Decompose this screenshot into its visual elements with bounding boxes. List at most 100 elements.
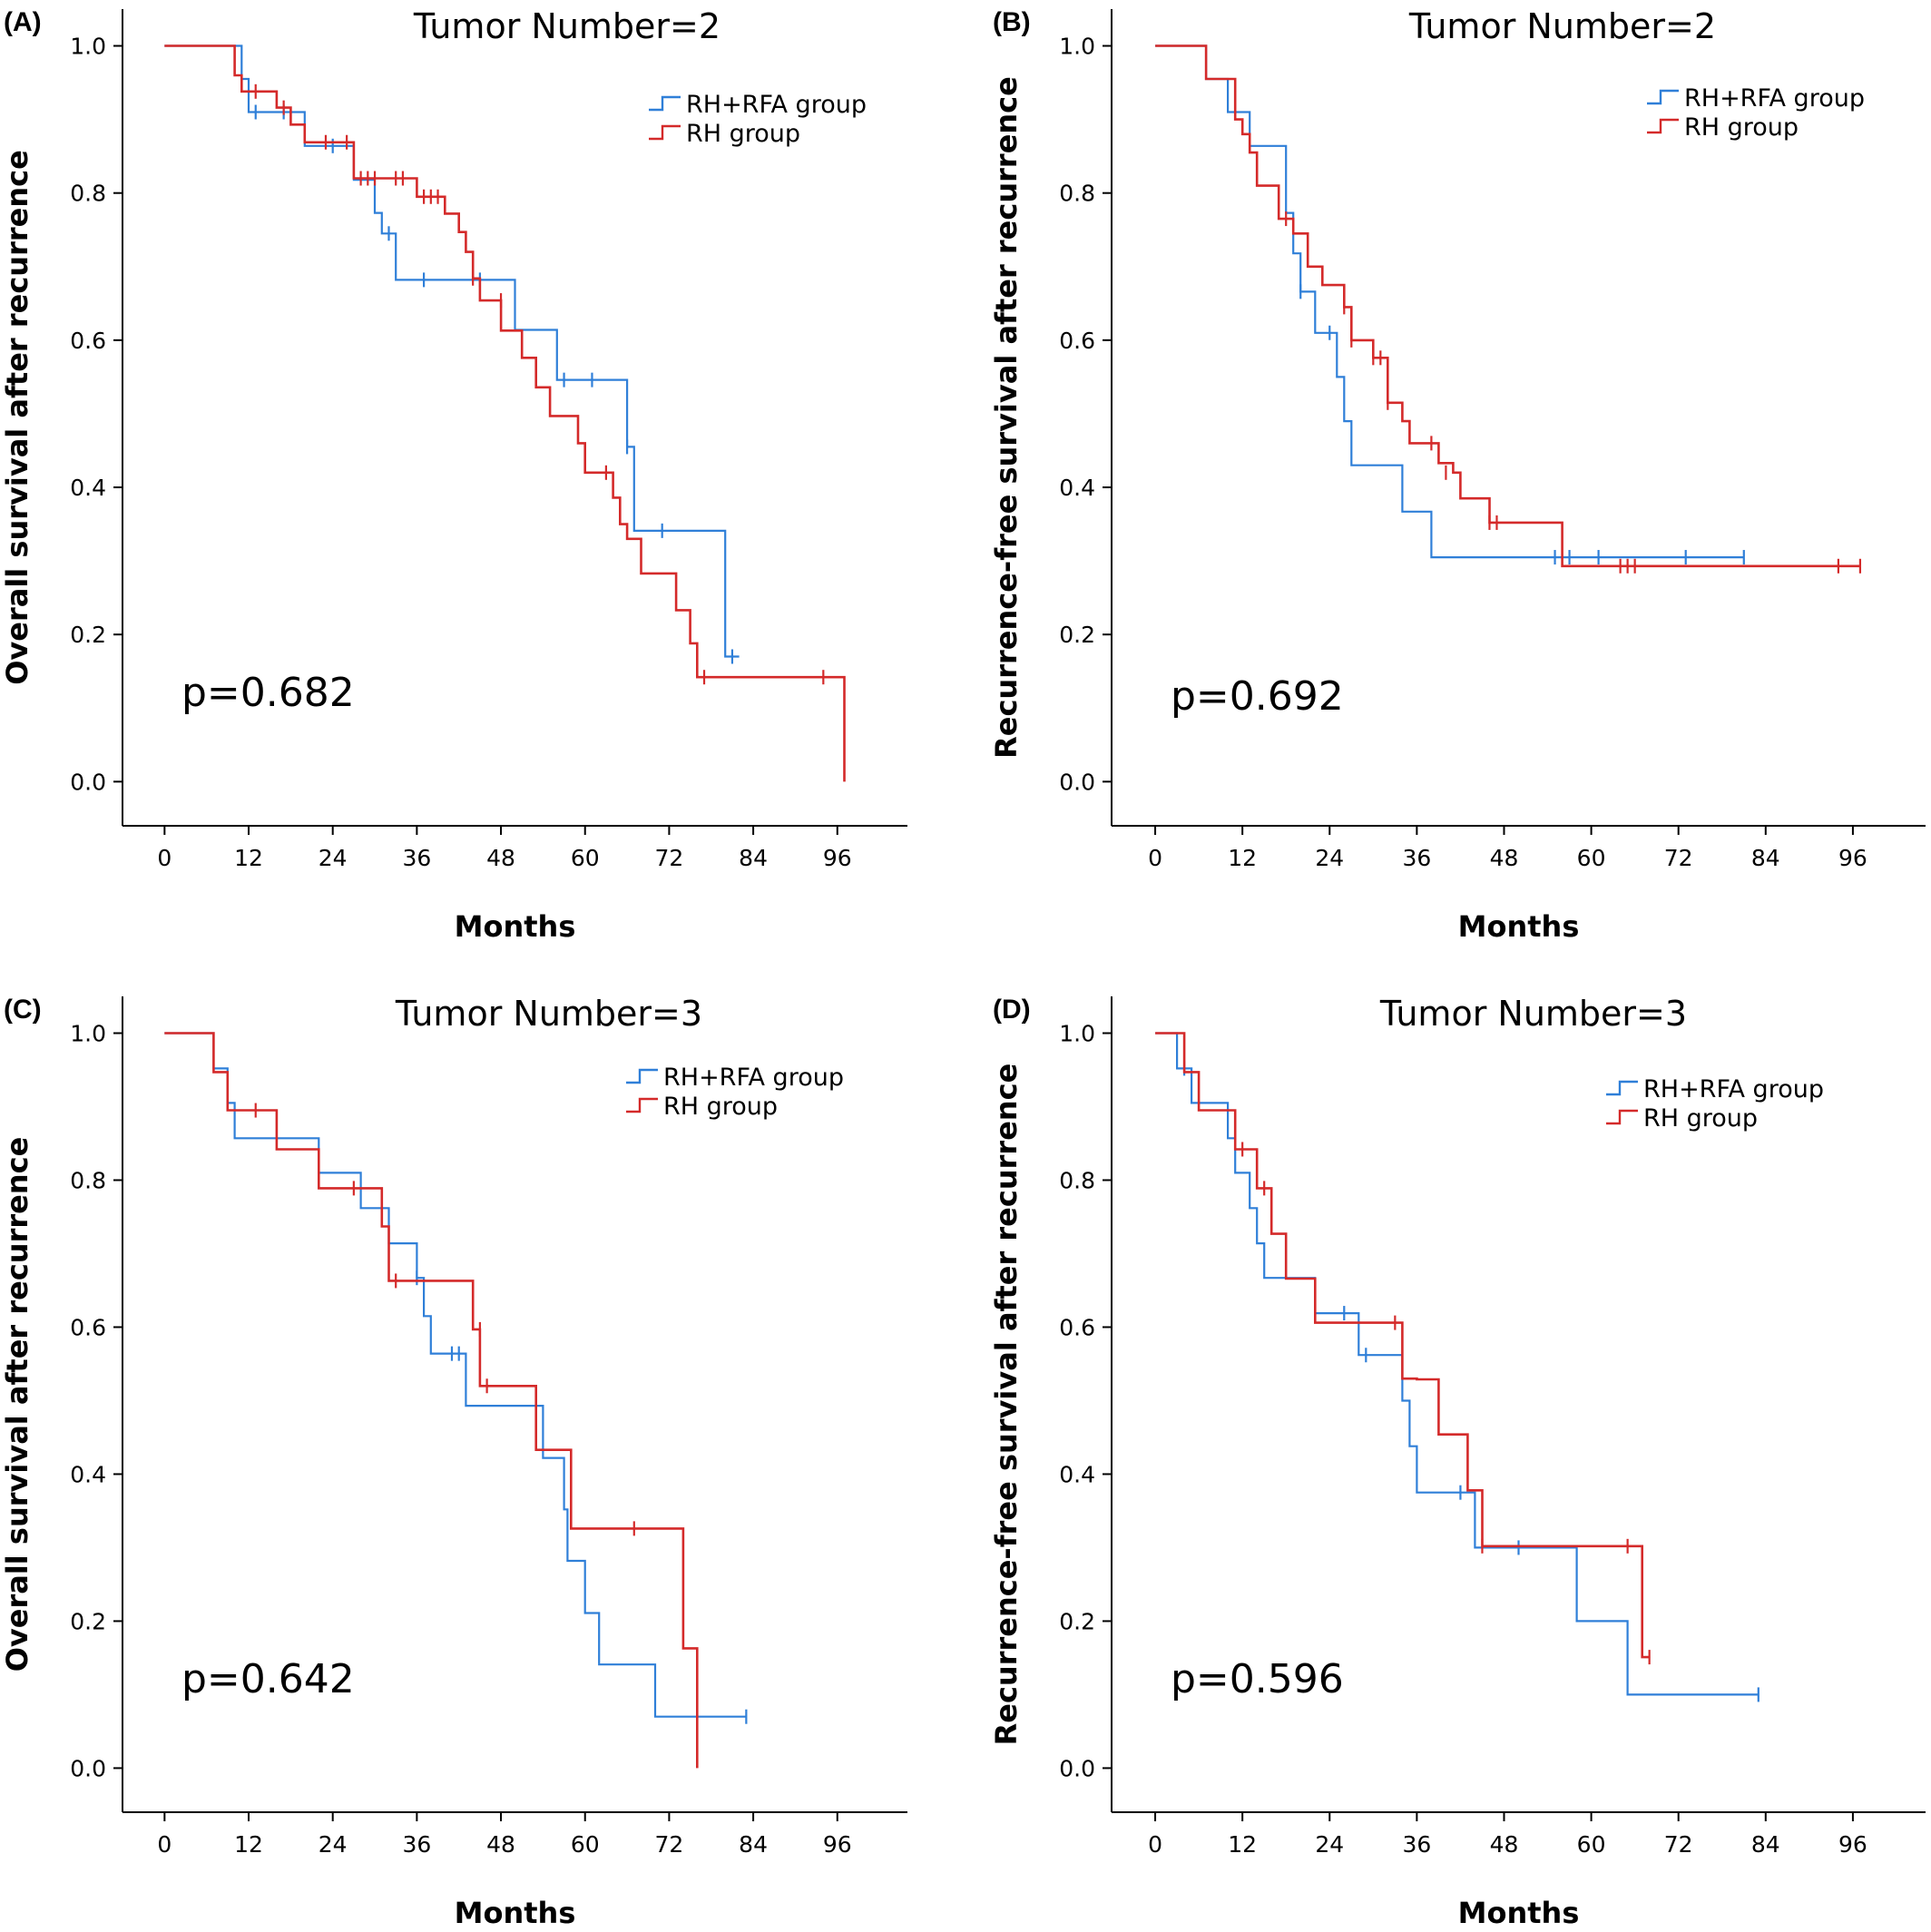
y-tick-label: 1.0 [70,1020,106,1046]
series-rh [164,1032,699,1769]
y-tick-label: 0.6 [1059,1314,1095,1340]
y-tick-label: 1.0 [70,34,106,60]
p-value: p=0.692 [1171,673,1344,720]
series-line [1155,44,1744,559]
series-rh [164,44,846,782]
x-axis-label: Months [1458,1896,1580,1930]
panel-label: (C) [4,995,42,1025]
y-tick-label: 0.8 [70,181,106,207]
x-tick-label: 72 [1664,845,1693,871]
x-tick-label: 48 [486,1831,515,1858]
x-tick-label: 48 [1490,1831,1519,1858]
x-tick-label: 48 [1490,845,1519,871]
y-tick-label: 0.8 [1059,1167,1095,1193]
chart-panel-a: (A) Tumor Number=2 0.0 0.2 0.4 0.6 0.8 1.0 0 12 24… [0,6,907,944]
series-line [164,44,740,658]
y-tick-label: 0.6 [70,1314,106,1340]
y-tick-label: 0.6 [1059,328,1095,354]
legend-swatch [1606,1109,1638,1125]
x-tick-label: 84 [1751,1831,1780,1858]
legend-entry: RH group [1606,1104,1758,1133]
legend-label: RH group [663,1093,778,1121]
x-tick-label: 96 [823,1831,852,1858]
x-tick-label: 60 [1577,1831,1606,1858]
x-tick-label: 84 [739,845,768,871]
x-tick-label: 12 [1228,1831,1257,1858]
chart-title: Tumor Number=2 [413,6,720,46]
y-tick-label: 0.0 [70,769,106,795]
legend-swatch [1647,118,1679,134]
legend-swatch [1606,1080,1638,1096]
y-tick-label: 0.4 [70,1461,106,1487]
chart-title: Tumor Number=2 [1408,6,1716,46]
y-tick-label: 0.2 [70,1608,106,1634]
series-rh-rfa [164,44,740,664]
y-tick-label: 0.8 [70,1167,106,1193]
x-tick-label: 96 [1838,845,1867,871]
y-tick-label: 0.2 [1059,622,1095,648]
y-tick-label: 0.4 [1059,475,1095,501]
y-tick-label: 1.0 [1059,1020,1095,1046]
y-tick-label: 0.0 [70,1755,106,1781]
x-tick-label: 24 [319,1831,348,1858]
x-tick-label: 36 [1402,1831,1431,1858]
legend-label: RH group [686,120,800,148]
x-tick-label: 36 [402,1831,431,1858]
x-tick-label: 60 [571,1831,600,1858]
chart-panel-c: (C) Tumor Number=3 0.0 0.2 0.4 0.6 0.8 1.0 0 12 24… [0,994,907,1930]
p-value: p=0.682 [181,670,355,716]
legend-entry: RH+RFA group [649,91,867,119]
chart-panel-b: (B) Tumor Number=2 0.0 0.2 0.4 0.6 0.8 1.0 0 12 24… [989,6,1926,944]
chart-title: Tumor Number=3 [1379,994,1687,1034]
x-tick-label: 24 [1315,845,1344,871]
legend-swatch [1647,89,1679,105]
y-axis-label: Recurrence-free survival after recurrenc… [989,1064,1024,1746]
x-tick-label: 12 [234,1831,263,1858]
legend-label: RH+RFA group [1684,84,1865,113]
series-line [164,1032,747,1718]
x-tick-label: 72 [655,1831,684,1858]
chart-title: Tumor Number=3 [395,994,702,1034]
series-line [1155,44,1860,568]
x-tick-label: 36 [402,845,431,871]
x-tick-label: 84 [739,1831,768,1858]
legend-label: RH group [1684,113,1799,142]
p-value: p=0.642 [181,1656,355,1702]
x-axis-label: Months [455,909,576,944]
legend-label: RH+RFA group [663,1064,844,1092]
legend-label: RH group [1643,1104,1758,1133]
y-tick-label: 0.2 [1059,1608,1095,1634]
y-tick-label: 0.8 [1059,181,1095,207]
chart-panel-d: (D) Tumor Number=3 0.0 0.2 0.4 0.6 0.8 1.0 0 12 24… [989,994,1926,1930]
y-tick-label: 0.4 [70,475,106,501]
x-tick-label: 0 [157,845,172,871]
y-tick-label: 0.0 [1059,769,1095,795]
series-rh-rfa [1155,1032,1759,1702]
x-tick-label: 0 [1148,845,1162,871]
x-tick-label: 72 [655,845,684,871]
y-axis-label: Recurrence-free survival after recurrenc… [989,76,1024,759]
x-tick-label: 0 [157,1831,172,1858]
y-tick-label: 0.0 [1059,1755,1095,1781]
legend-entry: RH group [649,120,800,148]
p-value: p=0.596 [1171,1656,1344,1702]
legend-entry: RH group [626,1093,778,1121]
x-tick-label: 84 [1751,845,1780,871]
x-tick-label: 12 [234,845,263,871]
x-tick-label: 96 [823,845,852,871]
x-axis-label: Months [1458,909,1580,944]
x-tick-label: 72 [1664,1831,1693,1858]
series-rh [1155,1032,1651,1665]
panel-label: (A) [4,7,42,37]
y-tick-label: 0.2 [70,622,106,648]
x-tick-label: 24 [319,845,348,871]
x-tick-label: 48 [486,845,515,871]
x-tick-label: 60 [571,845,600,871]
panel-label: (B) [993,7,1031,37]
legend-label: RH+RFA group [1643,1075,1824,1103]
series-line [164,44,846,782]
series-rh-rfa [1155,44,1745,565]
series-line [1155,1032,1650,1659]
x-tick-label: 60 [1577,845,1606,871]
